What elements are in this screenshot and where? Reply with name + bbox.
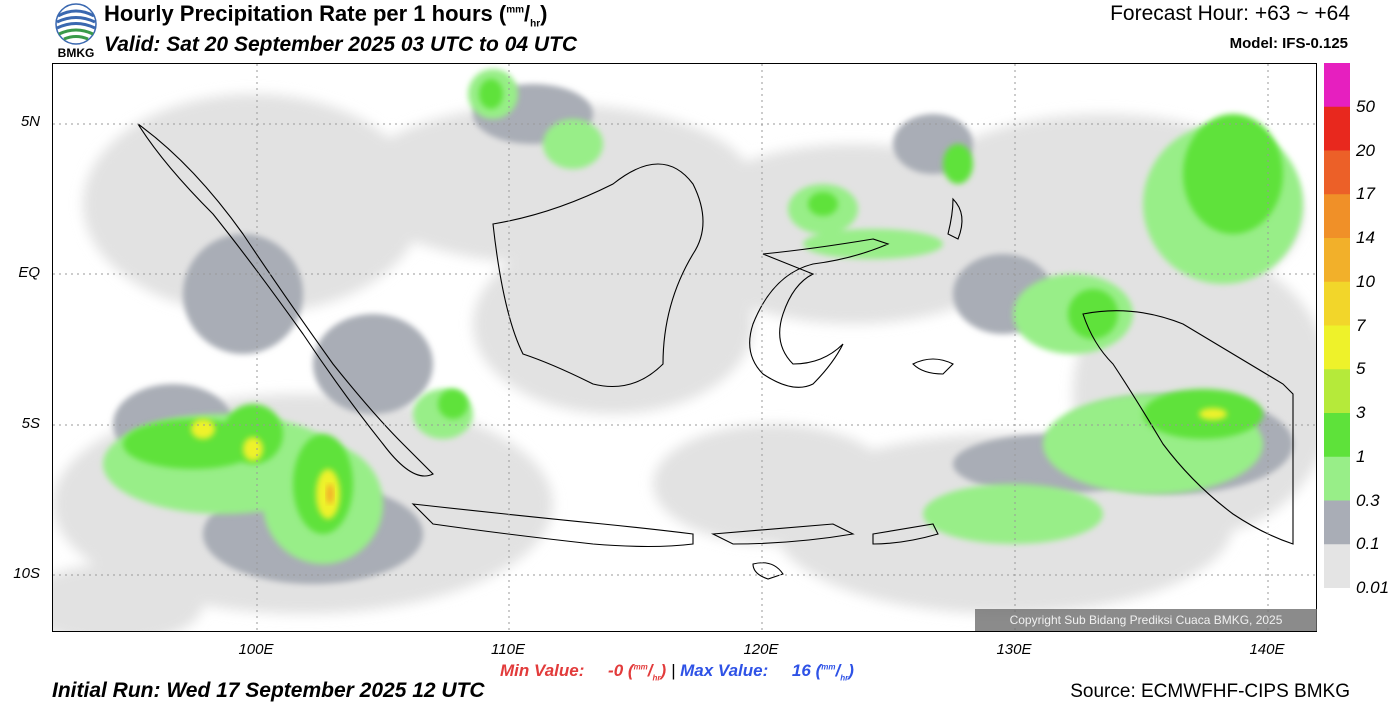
colorbar-label: 0.01 (1356, 578, 1390, 597)
max-unit-den: hr (840, 673, 849, 683)
model-name: Model: IFS-0.125 (1229, 35, 1348, 52)
copyright-notice: Copyright Sub Bidang Prediksi Cuaca BMKG… (975, 609, 1317, 631)
lon-label-120e: 120E (743, 641, 779, 658)
map-title: Hourly Precipitation Rate per 1 hours (m… (104, 1, 547, 29)
colorbar-swatch (1324, 413, 1350, 458)
initial-run: Initial Run: Wed 17 September 2025 12 UT… (52, 679, 485, 702)
data-source: Source: ECMWFHF-CIPS BMKG (1070, 681, 1350, 702)
title-unit-den: hr (530, 18, 541, 30)
min-max-values: Min Value: -0 (mm/hr) | Max Value: 16 (m… (500, 661, 854, 683)
colorbar-label: 14 (1356, 228, 1375, 247)
title-unit-num: mm (506, 4, 524, 16)
colorbar-label: 7 (1356, 315, 1366, 335)
max-unit-num: mm (821, 662, 836, 672)
lat-label-10s: 10S (13, 565, 40, 582)
title-text: Hourly Precipitation Rate per 1 hours ( (104, 1, 507, 26)
lat-label-eq: EQ (18, 264, 40, 281)
colorbar-swatch (1324, 150, 1350, 195)
precipitation-map (52, 63, 1317, 632)
colorbar-label: 0.1 (1356, 534, 1380, 554)
min-value: -0 (608, 661, 624, 680)
lat-label-5n: 5N (20, 113, 40, 130)
colorbar-swatch (1324, 106, 1350, 151)
colorbar-swatch (1324, 194, 1350, 239)
colorbar-swatch (1324, 369, 1350, 414)
forecast-hour: Forecast Hour: +63 ~ +64 (1110, 2, 1350, 25)
colorbar (1324, 63, 1350, 589)
colorbar-label: 3 (1356, 403, 1366, 422)
lon-label-110e: 110E (491, 641, 525, 658)
valid-time: Valid: Sat 20 September 2025 03 UTC to 0… (104, 33, 578, 56)
colorbar-label: 5 (1356, 359, 1366, 379)
colorbar-label: 20 (1356, 140, 1375, 160)
lon-label-100e: 100E (238, 641, 274, 658)
lat-label-5s: 5S (21, 415, 40, 432)
colorbar-swatch (1324, 63, 1350, 108)
title-unit-sep: / (523, 1, 531, 26)
logo-text: BMKG (57, 46, 95, 60)
max-value: 16 (791, 661, 811, 680)
colorbar-label: 10 (1356, 271, 1375, 291)
colorbar-swatch (1324, 238, 1350, 283)
colorbar-swatch (1324, 325, 1350, 370)
lon-label-130e: 130E (996, 641, 1032, 658)
min-unit-num: mm (633, 662, 648, 672)
colorbar-swatch (1324, 500, 1350, 545)
colorbar-swatch (1324, 544, 1350, 589)
value-separator: | (670, 661, 676, 680)
min-label: Min Value: (500, 661, 585, 680)
colorbar-label: 0.3 (1356, 490, 1380, 510)
title-close: ) (540, 1, 548, 26)
colorbar-label: 50 (1356, 96, 1375, 116)
bmkg-logo: BMKG (52, 2, 100, 60)
min-unit-den: hr (652, 673, 661, 683)
colorbar-label: 17 (1356, 184, 1375, 204)
colorbar-label: 1 (1356, 446, 1366, 466)
max-label: Max Value: (680, 661, 769, 680)
colorbar-swatch (1324, 281, 1350, 326)
colorbar-swatch (1324, 456, 1350, 501)
lon-label-140e: 140E (1249, 641, 1285, 658)
